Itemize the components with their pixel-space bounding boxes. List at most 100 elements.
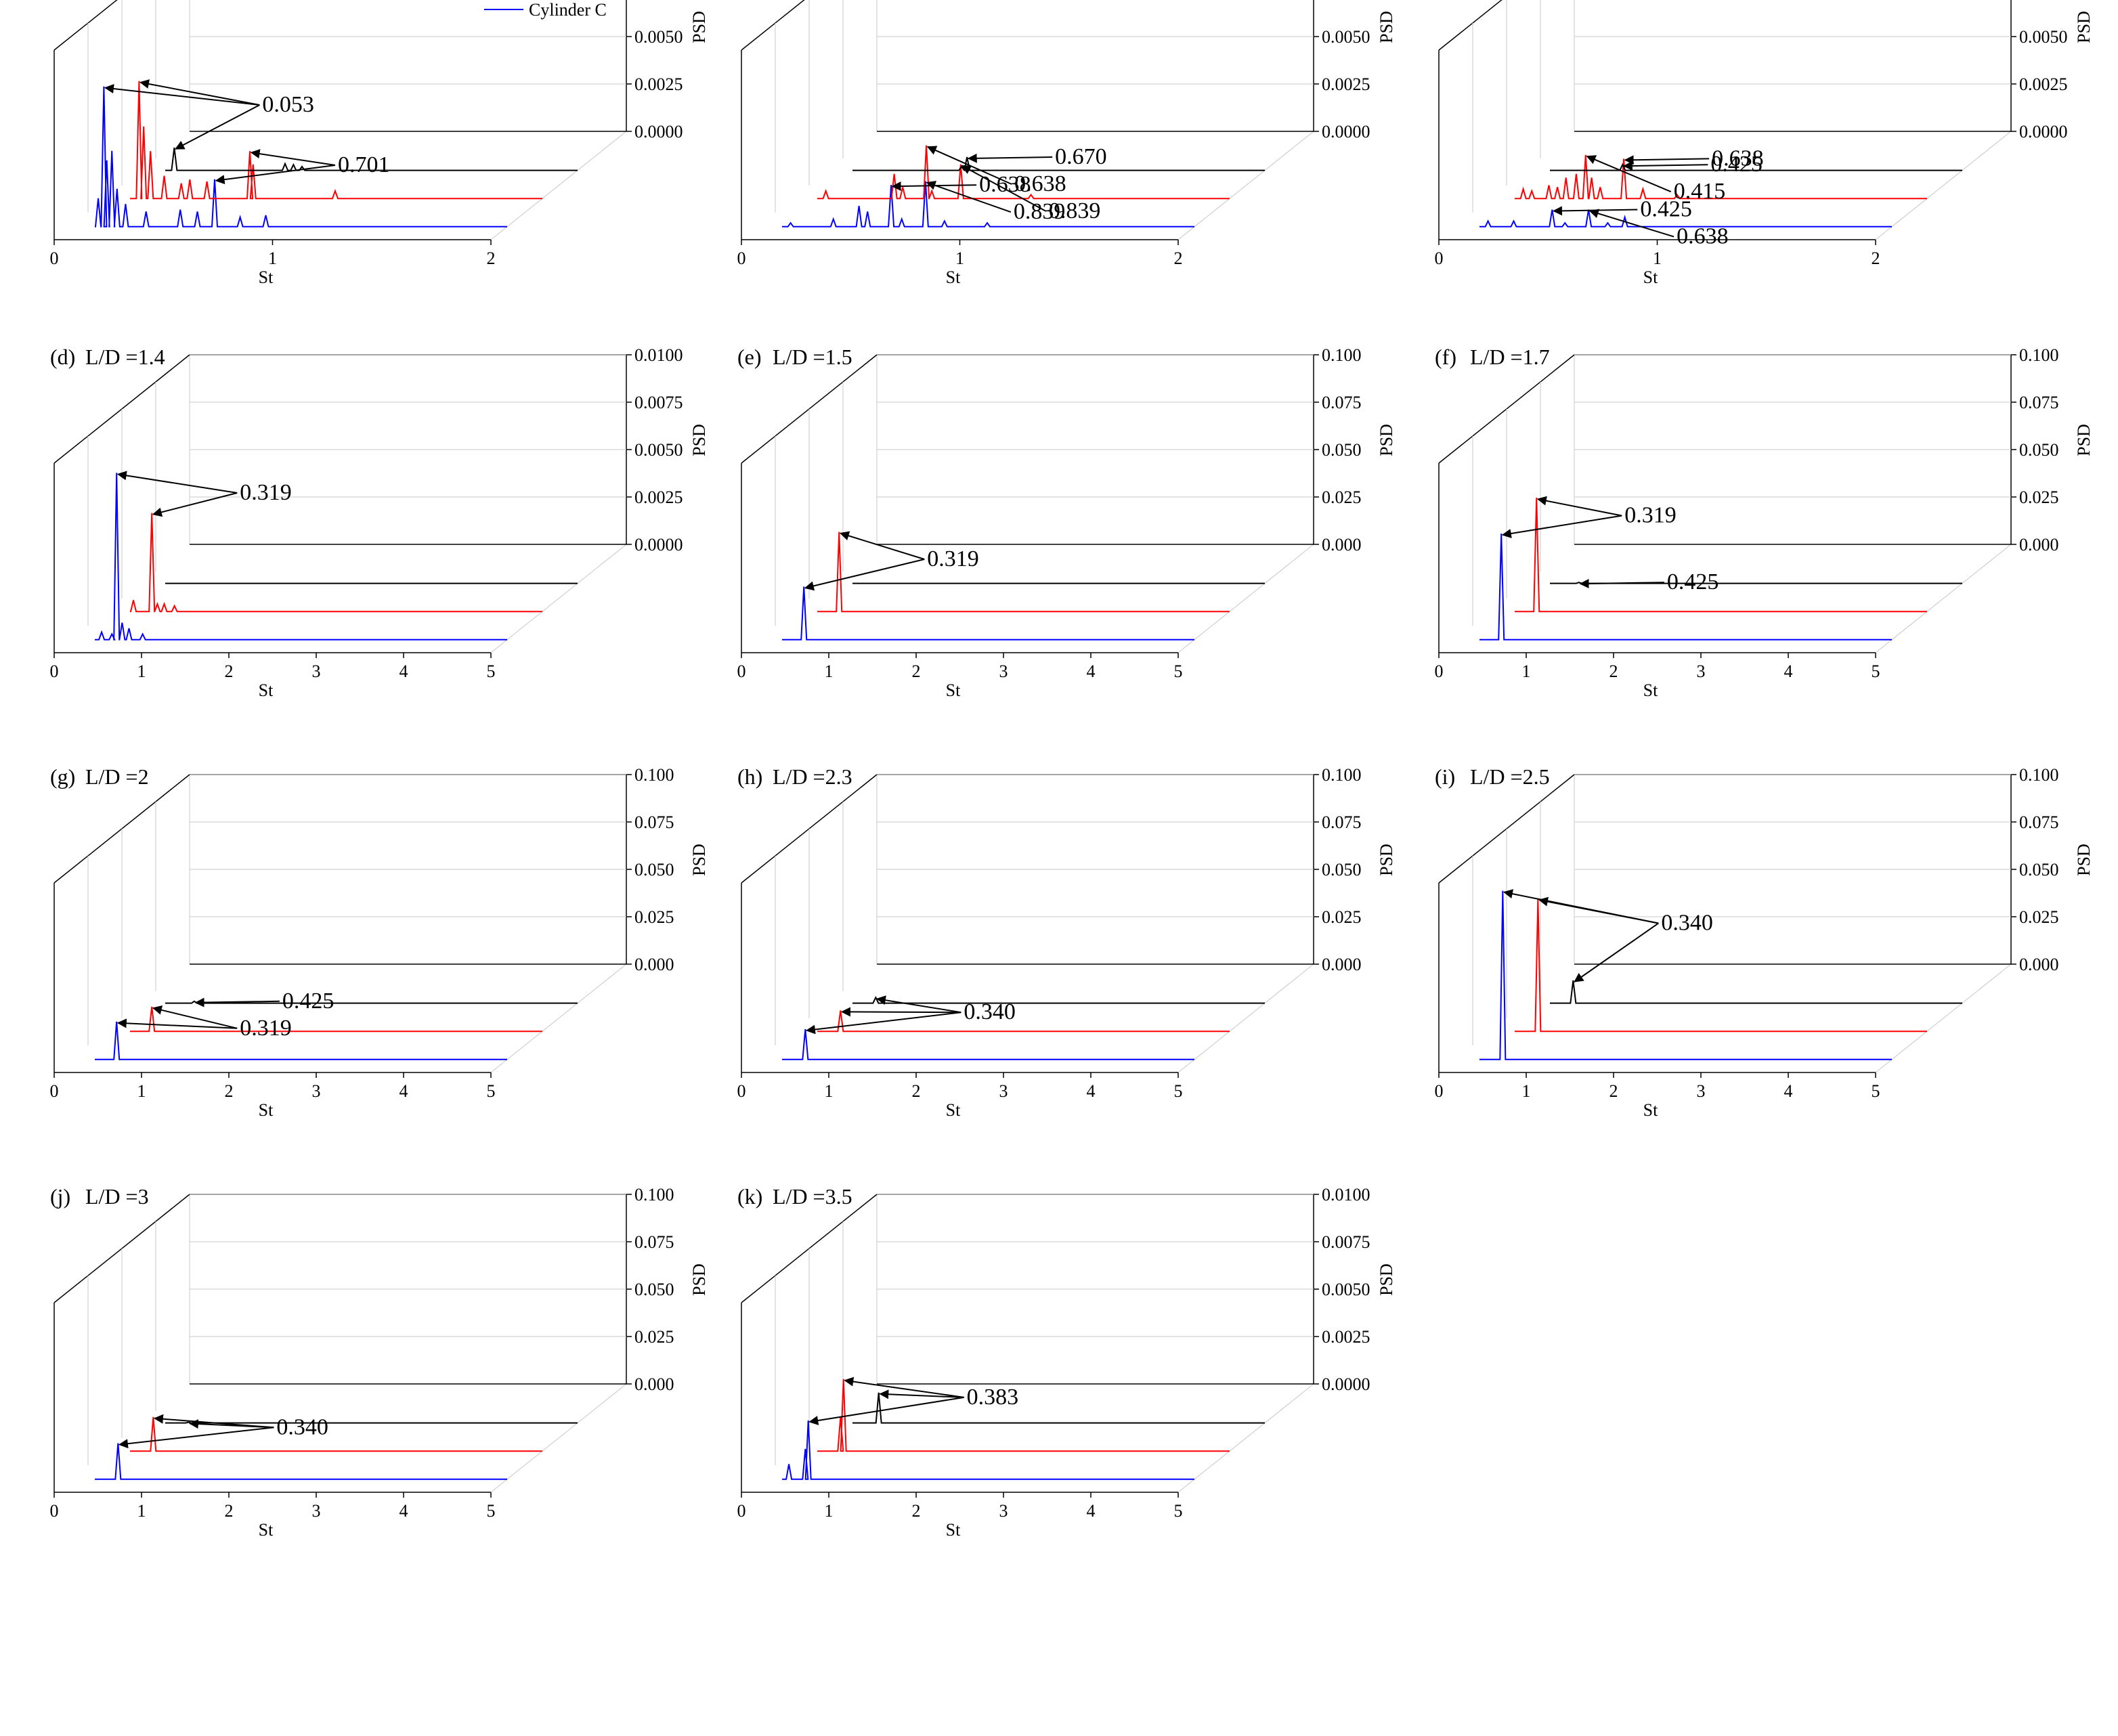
psd-tick-label: 0.0000	[1322, 1374, 1370, 1394]
panel-title: L/D =1.5	[773, 345, 852, 369]
st-tick-label: 4	[399, 1081, 408, 1101]
floor-right-edge	[490, 131, 627, 240]
annotation-arrow	[961, 165, 1047, 212]
series-line-cylinder-a	[852, 1392, 1265, 1424]
peak-annotation: 0.701	[338, 152, 390, 177]
psd-axis-title: PSD	[1377, 1263, 1396, 1296]
series-line-cylinder-b	[130, 1416, 542, 1452]
panel-title: L/D =3.5	[773, 1184, 852, 1209]
st-tick-label: 0	[1435, 248, 1444, 268]
st-tick-label: 2	[1609, 1081, 1618, 1101]
annotation-arrow	[805, 1012, 961, 1035]
peak-annotation: 0.425	[1710, 152, 1763, 177]
st-tick-label: 2	[225, 661, 234, 681]
panel-label: (f)	[1435, 345, 1456, 369]
st-tick-label: 0	[737, 1081, 746, 1101]
annotation-arrow	[879, 1389, 964, 1399]
annotation-arrow	[1622, 160, 1708, 171]
panel-f: 0.000 0.025 0.050 0.075 0.100 PSD 0 1 2 3 4 5 St (f) L…	[1435, 345, 2094, 700]
psd-axis-title: PSD	[1377, 424, 1396, 456]
floor-right-edge	[1177, 131, 1314, 240]
peak-annotation: 0.415	[1674, 179, 1726, 204]
st-tick-label: 5	[487, 1081, 496, 1101]
st-tick-label: 5	[487, 1501, 496, 1521]
floor-right-edge	[490, 1383, 627, 1493]
floor-right-edge	[1875, 131, 2012, 240]
annotation-arrow	[153, 1414, 274, 1429]
annotation-arrow	[839, 531, 925, 560]
psd-axis-title: PSD	[2074, 844, 2094, 876]
peak-annotation: 0.839	[1049, 198, 1101, 223]
panel-h: 0.000 0.025 0.050 0.075 0.100 PSD 0 1 2 3 4 5 St (h) L…	[737, 764, 1397, 1120]
annotation-arrow	[139, 79, 260, 106]
side-wall-top-edge	[53, 0, 118, 51]
st-tick-label: 1	[1522, 661, 1531, 681]
peak-annotation: 0.425	[1667, 569, 1719, 594]
peak-annotation: 0.425	[1640, 197, 1692, 222]
series-line-cylinder-a	[165, 1000, 578, 1004]
peak-annotation: 0.670	[1055, 144, 1107, 169]
peak-annotation: 0.340	[1661, 911, 1713, 936]
psd-tick-label: 0.0075	[1322, 1232, 1370, 1252]
annotation-arrow	[1586, 155, 1672, 193]
st-tick-label: 1	[137, 661, 146, 681]
floor-right-edge	[1875, 544, 2012, 653]
series-line-cylinder-b	[1515, 898, 1927, 1033]
psd-tick-label: 0.0000	[634, 535, 683, 555]
st-axis-title: St	[946, 267, 961, 287]
panel-title: L/D =1.7	[1470, 345, 1550, 369]
panel-title: L/D =2.5	[1470, 764, 1550, 789]
peak-annotation: 0.319	[240, 1016, 292, 1041]
psd-tick-label: 0.100	[2019, 765, 2059, 785]
panel-a: 0.00000.00250.00500.00750.0100PSD012St(a…	[50, 0, 709, 287]
annotation-arrow	[1624, 155, 1710, 165]
panel-label: (i)	[1435, 764, 1455, 789]
st-tick-label: 0	[737, 1501, 746, 1521]
st-tick-label: 2	[225, 1081, 234, 1101]
st-tick-label: 4	[1087, 1501, 1096, 1521]
st-tick-label: 2	[1872, 248, 1880, 268]
st-tick-label: 3	[312, 661, 321, 681]
series-line-cylinder-a	[852, 995, 1265, 1004]
series-line-cylinder-c	[782, 181, 1194, 227]
psd-axis-title: PSD	[2074, 11, 2094, 43]
annotation-arrow	[175, 104, 260, 150]
annotation-arrow	[804, 559, 925, 591]
psd-tick-label: 0.0000	[634, 122, 683, 142]
psd-tick-label: 0.0025	[634, 74, 683, 94]
peak-annotation: 0.319	[927, 546, 979, 571]
peak-annotation: 0.319	[240, 480, 292, 505]
floor-right-edge	[490, 963, 627, 1073]
panel-label: (h)	[737, 764, 762, 789]
psd-tick-label: 0.100	[2019, 345, 2059, 365]
panel-j: 0.000 0.025 0.050 0.075 0.100 PSD 0 1 2 3 4 5 St (j) L…	[50, 1184, 710, 1540]
peak-annotation: 0.340	[964, 999, 1016, 1024]
st-tick-label: 3	[1697, 661, 1706, 681]
psd-tick-label: 0.075	[634, 812, 674, 832]
side-wall-top-edge	[1438, 0, 1503, 51]
panel-b: 0.00000.00250.00500.00750.0100PSD012St(b…	[737, 0, 1396, 287]
psd-tick-label: 0.0000	[2019, 122, 2068, 142]
psd-tick-label: 0.100	[634, 765, 674, 785]
st-axis-title: St	[946, 1100, 961, 1120]
annotation-arrow	[1574, 922, 1659, 982]
st-tick-label: 0	[737, 248, 746, 268]
psd-tick-label: 0.100	[634, 1185, 674, 1205]
psd-tick-label: 0.000	[2019, 535, 2059, 555]
annotation-arrow	[250, 149, 336, 166]
panel-label: (j)	[50, 1184, 70, 1209]
st-tick-label: 3	[1697, 1081, 1706, 1101]
psd-tick-label: 0.000	[2019, 955, 2059, 974]
series-line-cylinder-c	[95, 86, 507, 227]
annotation-arrow	[104, 84, 260, 106]
peak-annotation: 0.340	[276, 1414, 328, 1439]
st-tick-label: 4	[1784, 661, 1793, 681]
st-tick-label: 1	[137, 1501, 146, 1521]
st-tick-label: 2	[225, 1501, 234, 1521]
series-line-cylinder-a	[165, 1421, 578, 1424]
annotation-arrow	[152, 492, 238, 517]
psd-tick-label: 0.025	[2019, 907, 2059, 927]
psd-tick-label: 0.025	[634, 907, 674, 927]
series-line-cylinder-c	[1479, 209, 1892, 227]
psd-tick-label: 0.025	[1322, 487, 1362, 507]
